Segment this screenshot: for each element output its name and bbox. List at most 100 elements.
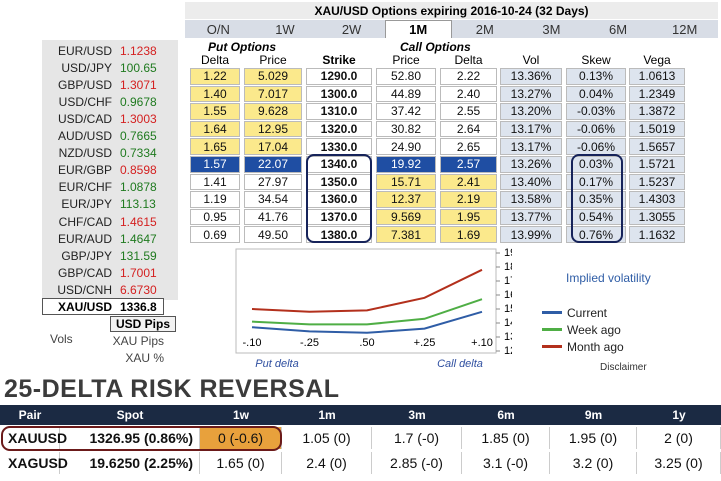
rr-cell: XAGUSD <box>0 452 68 474</box>
pair-label: CHF/CAD <box>58 214 112 229</box>
rate-value: 1.1238 <box>120 43 157 58</box>
tab[interactable]: O/N <box>185 20 252 38</box>
option-cell: 1.41 <box>190 173 240 191</box>
option-cell: 52.80 <box>376 68 436 85</box>
option-cell: 1.57 <box>190 156 240 173</box>
series-line <box>251 268 483 313</box>
strike-outline <box>306 154 372 243</box>
legend-title: Implied volatility <box>566 270 651 285</box>
y-tick-label: 13% <box>504 331 512 343</box>
rr-cell: XAUUSD <box>0 427 67 449</box>
pair-label: XAU/USD <box>57 299 112 314</box>
option-cell: 30.82 <box>376 120 436 138</box>
tab[interactable]: 6M <box>584 20 652 38</box>
vols-label: Vols <box>50 332 73 346</box>
option-cell: 2.40 <box>440 85 497 103</box>
option-cell: 1.19 <box>190 191 240 208</box>
x-axis-label: Call delta <box>437 358 483 367</box>
option-cell: 1.64 <box>190 120 240 138</box>
column-header: Price <box>392 53 420 67</box>
rr-cell: 3.25 (0) <box>637 452 721 474</box>
tab[interactable]: 12M <box>651 20 718 38</box>
pair-label: USD/JPY <box>61 60 112 75</box>
x-tick-label: -.10 <box>243 337 262 349</box>
option-cell: 0.13% <box>566 68 626 85</box>
put-header: Put Options <box>208 39 276 54</box>
rr-column-header: Pair <box>18 408 42 422</box>
y-tick-label: 14% <box>504 317 512 329</box>
legend-label: Month ago <box>567 339 624 354</box>
rr-column-header: Spot <box>116 408 144 422</box>
column-header: Delta <box>200 53 229 67</box>
x-tick-label: .50 <box>359 337 374 349</box>
pair-label: GBP/USD <box>57 77 112 92</box>
rr-cell: 0 (-0.6) <box>200 427 282 449</box>
rr-row-outline <box>1 426 282 451</box>
option-cell: 1.5237 <box>629 173 685 191</box>
pair-label: EUR/JPY <box>61 197 112 212</box>
option-cell: 0.35% <box>566 191 626 208</box>
rr-cell: 1.65 (0) <box>200 452 282 474</box>
legend-label: Current <box>567 305 608 320</box>
option-cell: 2.64 <box>440 120 497 138</box>
pair-label: NZD/USD <box>58 146 112 161</box>
option-cell: 1.0613 <box>629 68 685 85</box>
option-cell: 1.5019 <box>629 120 685 138</box>
rate-value: 6.6730 <box>120 282 157 297</box>
option-cell: 17.04 <box>244 138 302 155</box>
rr-cell: 1.7 (-0) <box>372 427 462 449</box>
option-cell: 1.5721 <box>629 156 685 173</box>
option-cell: 0.69 <box>190 226 240 243</box>
option-cell: 12.95 <box>244 120 302 138</box>
rr-column-header: 1w <box>232 408 249 422</box>
option-cell: 13.36% <box>500 68 562 85</box>
x-tick-label: +.25 <box>414 337 436 349</box>
option-cell: 13.20% <box>500 103 562 120</box>
option-cell: -0.03% <box>566 103 626 120</box>
vol-option[interactable]: XAU % <box>125 351 164 365</box>
rr-cell: 2 (0) <box>637 427 721 449</box>
rr-column-header: 3m <box>408 408 426 422</box>
option-cell: 5.029 <box>244 68 302 85</box>
rate-value: 0.9678 <box>120 94 157 109</box>
series-line <box>251 298 483 326</box>
option-cell: 44.89 <box>376 85 436 103</box>
rate-value: 131.59 <box>120 248 157 263</box>
rate-value: 1.3071 <box>120 77 157 92</box>
tab[interactable]: 3M <box>518 20 585 38</box>
selected-rate <box>42 298 164 315</box>
option-cell: 1.3872 <box>629 103 685 120</box>
legend-label: Week ago <box>567 322 621 337</box>
option-cell: 13.77% <box>500 208 562 226</box>
option-cell: 13.58% <box>500 191 562 208</box>
tab[interactable]: 2M <box>451 20 519 38</box>
option-cell: 19.92 <box>376 156 436 173</box>
disclaimer[interactable]: Disclaimer <box>600 361 647 373</box>
option-cell: 1.55 <box>190 103 240 120</box>
tab[interactable]: 1W <box>251 20 319 38</box>
option-cell: 13.17% <box>500 138 562 155</box>
option-cell: 1.3055 <box>629 208 685 226</box>
option-cell: 22.07 <box>244 156 302 173</box>
option-cell: 49.50 <box>244 226 302 243</box>
tab[interactable]: 2W <box>318 20 385 38</box>
option-cell: 9.569 <box>376 208 436 226</box>
rr-cell: 1.05 (0) <box>282 427 372 449</box>
vol-option[interactable]: XAU Pips <box>112 334 164 348</box>
option-cell: 7.381 <box>376 226 436 243</box>
x-axis-label: Put delta <box>255 358 298 367</box>
x-tick-label: -.25 <box>300 337 319 349</box>
y-tick-label: 12% <box>504 345 512 357</box>
option-cell: -0.06% <box>566 138 626 155</box>
plot-frame <box>235 248 497 354</box>
pair-label: GBP/JPY <box>61 248 112 263</box>
rate-value: 100.65 <box>120 60 157 75</box>
option-cell: 34.54 <box>244 191 302 208</box>
rr-header-bg <box>0 405 721 425</box>
unit-tab[interactable]: USD Pips <box>110 316 176 332</box>
tab[interactable]: 1M <box>384 20 452 38</box>
legend-swatch <box>542 345 562 348</box>
pair-label: AUD/USD <box>57 129 112 143</box>
rr-column-header: 9m <box>584 408 603 422</box>
y-tick-label: 18% <box>504 261 512 273</box>
